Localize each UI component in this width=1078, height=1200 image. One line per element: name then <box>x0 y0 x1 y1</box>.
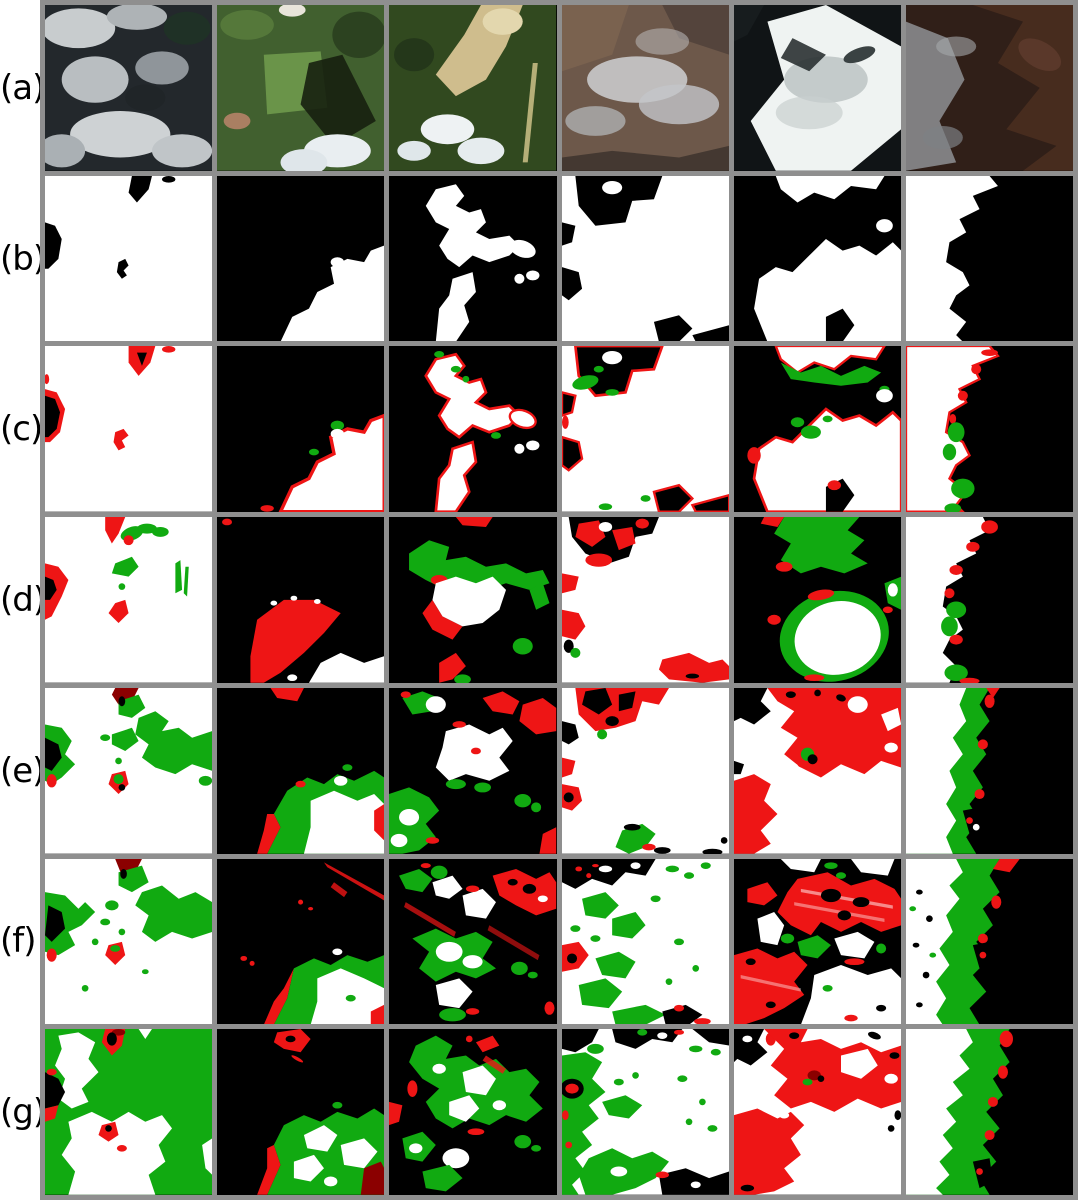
mask-image-e4 <box>561 687 729 854</box>
mask-image-b2 <box>217 175 385 342</box>
row-label-g: (g) <box>0 1092 46 1133</box>
mask-image-e5 <box>733 687 901 854</box>
mask-image-e1 <box>45 687 213 854</box>
mask-image-g4 <box>561 1029 729 1195</box>
row-label-e: (e) <box>0 750 45 791</box>
mask-image-e3 <box>389 687 557 854</box>
mask-image-f5 <box>733 858 901 1025</box>
mask-image-d1 <box>45 517 213 683</box>
satellite-image-a6 <box>905 5 1073 171</box>
mask-image-b4 <box>561 175 729 342</box>
row-label-f: (f) <box>0 921 37 962</box>
mask-image-c5 <box>733 346 901 513</box>
mask-image-g2 <box>217 1029 385 1195</box>
mask-image-b5 <box>733 175 901 342</box>
mask-image-f2 <box>217 858 385 1025</box>
mask-image-f4 <box>561 858 729 1025</box>
mask-image-b1 <box>45 175 213 342</box>
satellite-image-a2 <box>217 5 385 171</box>
mask-image-b6 <box>905 175 1073 342</box>
mask-image-g5 <box>733 1029 901 1195</box>
satellite-image-a1 <box>45 5 213 171</box>
satellite-image-a5 <box>733 5 901 171</box>
mask-image-g3 <box>389 1029 557 1195</box>
row-label-c: (c) <box>0 409 43 450</box>
mask-image-g1 <box>45 1029 213 1195</box>
mask-image-f1 <box>45 858 213 1025</box>
mask-image-c3 <box>389 346 557 513</box>
mask-image-e2 <box>217 687 385 854</box>
row-label-d: (d) <box>0 580 46 620</box>
row-label-a: (a) <box>0 67 45 108</box>
image-grid <box>40 0 1078 1200</box>
mask-image-g6 <box>905 1029 1073 1195</box>
mask-image-d2 <box>217 517 385 683</box>
mask-image-f6 <box>905 858 1073 1025</box>
row-label-b: (b) <box>0 238 46 279</box>
satellite-image-a4 <box>561 5 729 171</box>
mask-image-c2 <box>217 346 385 513</box>
mask-image-b3 <box>389 175 557 342</box>
mask-image-c1 <box>45 346 213 513</box>
satellite-image-a3 <box>389 5 557 171</box>
mask-image-c6 <box>905 346 1073 513</box>
mask-image-d3 <box>389 517 557 683</box>
mask-image-d5 <box>733 517 901 683</box>
mask-image-d6 <box>905 517 1073 683</box>
mask-image-e6 <box>905 687 1073 854</box>
mask-image-f3 <box>389 858 557 1025</box>
mask-image-c4 <box>561 346 729 513</box>
mask-image-d4 <box>561 517 729 683</box>
